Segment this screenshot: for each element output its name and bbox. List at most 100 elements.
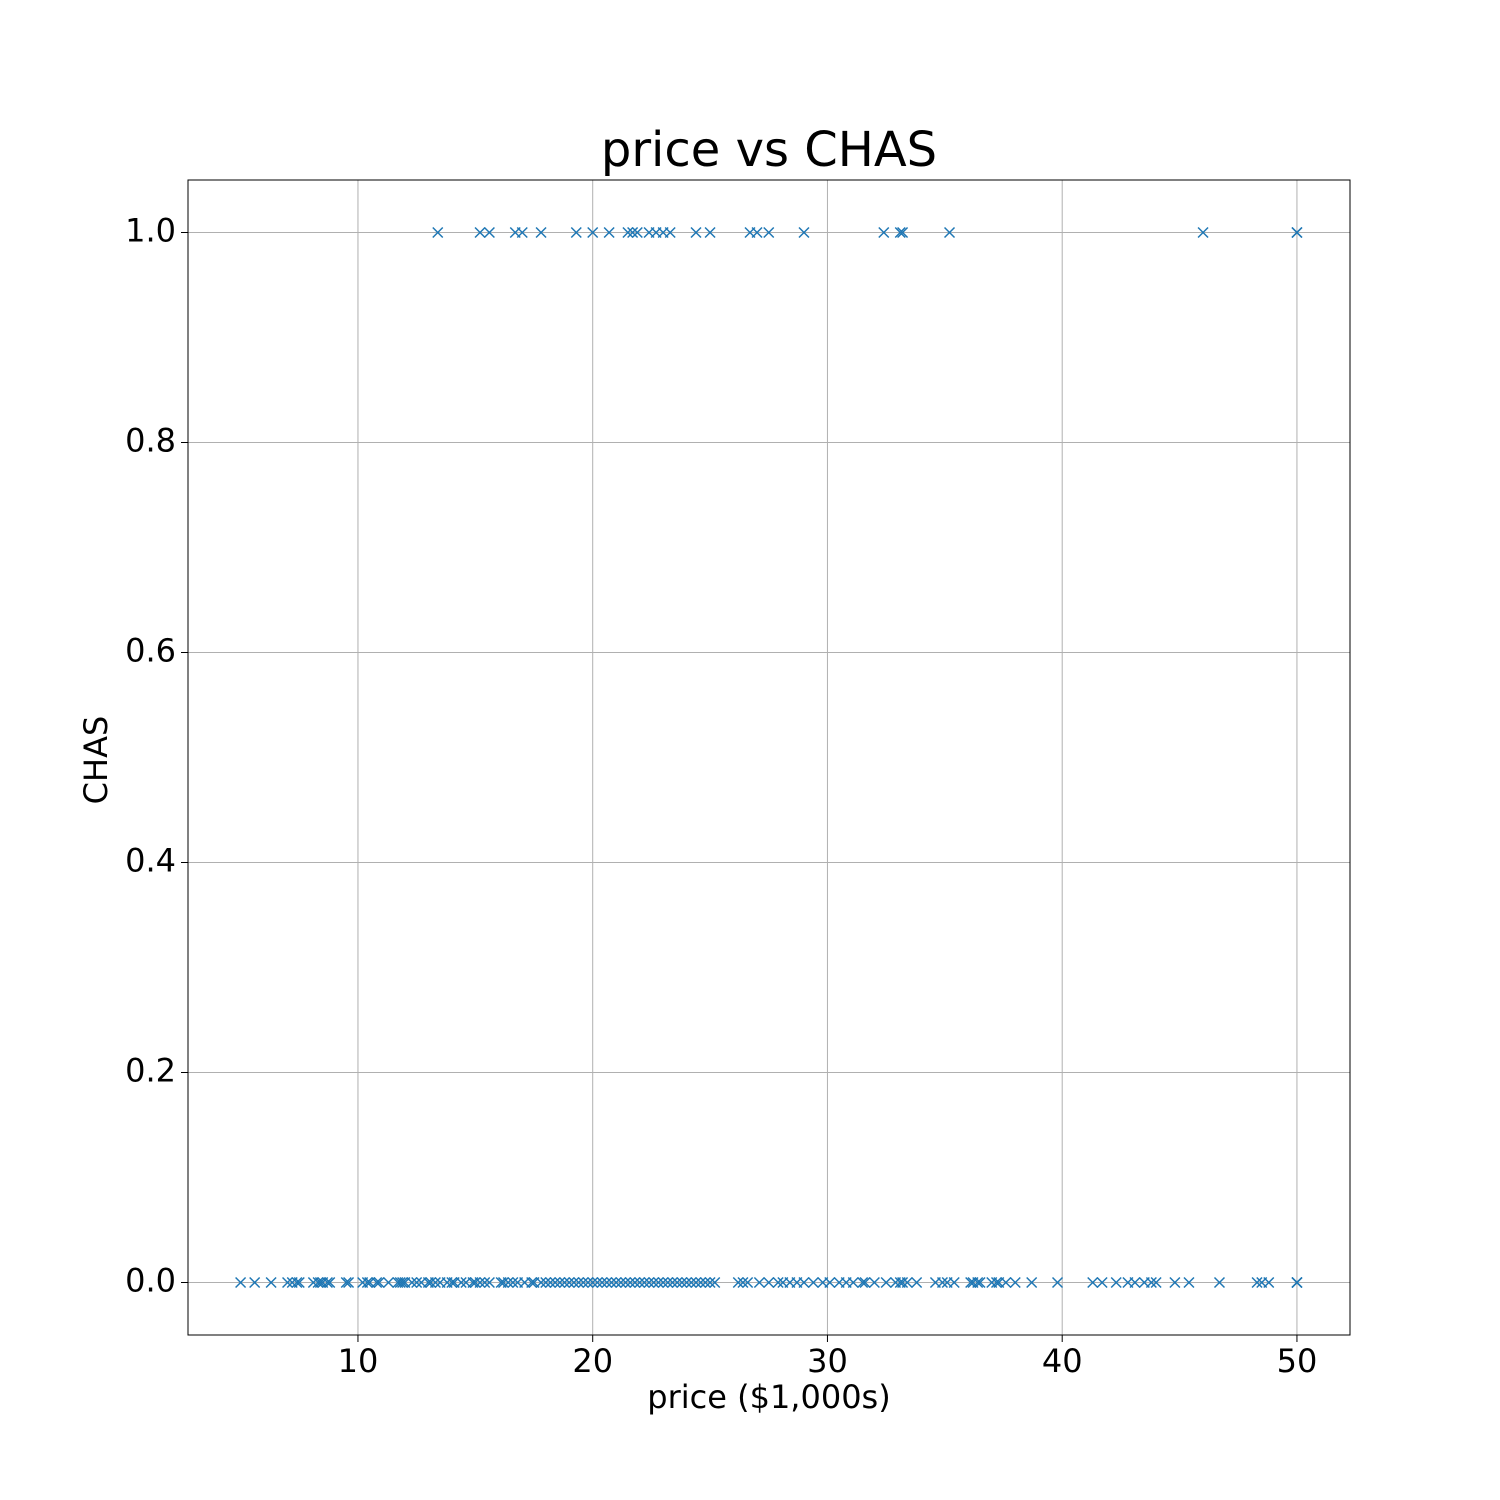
point <box>634 1276 646 1289</box>
point <box>455 1276 467 1289</box>
point <box>671 1276 683 1289</box>
point <box>1110 1276 1122 1289</box>
point <box>312 1276 324 1289</box>
point <box>549 1276 561 1289</box>
point <box>324 1276 336 1289</box>
point <box>742 1276 754 1289</box>
y-tick-label: 0.4 <box>125 842 176 880</box>
x-tick-label: 40 <box>1042 1342 1083 1380</box>
point <box>737 1276 749 1289</box>
point <box>629 1276 641 1289</box>
point <box>507 1276 519 1289</box>
x-tick-label: 10 <box>338 1342 379 1380</box>
point <box>624 1276 636 1289</box>
point <box>1145 1276 1157 1289</box>
point <box>321 1276 333 1289</box>
point <box>972 1276 984 1289</box>
point <box>1096 1276 1108 1289</box>
point <box>474 1276 486 1289</box>
point <box>483 226 495 239</box>
point <box>591 1276 603 1289</box>
point <box>690 226 702 239</box>
point <box>361 1276 373 1289</box>
point <box>753 1276 765 1289</box>
point <box>1183 1276 1195 1289</box>
point <box>582 1276 594 1289</box>
point <box>763 226 775 239</box>
point <box>497 1276 510 1289</box>
point <box>615 1276 627 1289</box>
point <box>751 226 763 239</box>
point <box>897 1276 909 1289</box>
point <box>911 1276 923 1289</box>
point <box>676 1276 688 1289</box>
point <box>526 1276 538 1289</box>
y-tick-label: 0.0 <box>125 1262 176 1300</box>
point <box>483 1276 495 1289</box>
plot-frame <box>187 179 1351 1336</box>
point <box>732 1276 744 1289</box>
point <box>554 1276 566 1289</box>
point <box>479 1276 491 1289</box>
point <box>282 1276 294 1289</box>
point <box>1263 1276 1275 1289</box>
point <box>627 226 639 239</box>
point <box>990 1276 1003 1289</box>
point <box>397 1276 409 1289</box>
point <box>657 1276 669 1289</box>
point <box>648 1276 660 1289</box>
point <box>603 226 615 239</box>
point <box>559 1276 571 1289</box>
point <box>880 1276 892 1289</box>
point <box>596 1276 608 1289</box>
point <box>563 1276 575 1289</box>
y-tick-label: 0.6 <box>125 632 176 670</box>
point <box>1291 226 1303 239</box>
point <box>446 1276 458 1289</box>
point <box>382 1276 395 1289</box>
point <box>474 226 486 239</box>
point <box>1213 1276 1226 1289</box>
point <box>631 226 643 239</box>
y-tick-label: 1.0 <box>125 212 176 250</box>
point <box>1197 226 1209 239</box>
point <box>664 226 676 239</box>
point <box>699 1276 711 1289</box>
point <box>373 1276 385 1289</box>
x-axis-label: price ($1,000s) <box>647 1378 890 1416</box>
point <box>1051 1276 1064 1289</box>
x-tick-label: 20 <box>572 1342 613 1380</box>
x-tick-label: 50 <box>1277 1342 1318 1380</box>
point <box>502 1276 514 1289</box>
point <box>587 1276 599 1289</box>
point <box>1000 1276 1012 1289</box>
point <box>897 226 909 239</box>
point <box>948 1276 960 1289</box>
point <box>406 1276 418 1289</box>
point <box>807 1276 819 1289</box>
point <box>681 1276 693 1289</box>
point <box>1009 1276 1021 1289</box>
point <box>868 1276 880 1289</box>
point <box>859 1276 871 1289</box>
point <box>685 1276 697 1289</box>
point <box>577 1276 589 1289</box>
point <box>878 226 890 239</box>
point <box>544 1276 556 1289</box>
point <box>540 1276 552 1289</box>
point <box>620 1276 632 1289</box>
point <box>974 1276 986 1289</box>
point <box>763 1276 775 1289</box>
y-axis-label: CHAS <box>77 716 115 805</box>
point <box>343 1276 355 1289</box>
point <box>249 1276 261 1289</box>
point <box>662 1276 674 1289</box>
point <box>1291 1276 1303 1289</box>
x-tick-label: 30 <box>807 1342 848 1380</box>
point <box>1129 1276 1141 1289</box>
point <box>704 226 716 239</box>
chart-title: price vs CHAS <box>601 122 937 178</box>
point <box>425 1276 437 1289</box>
point <box>1169 1276 1181 1289</box>
